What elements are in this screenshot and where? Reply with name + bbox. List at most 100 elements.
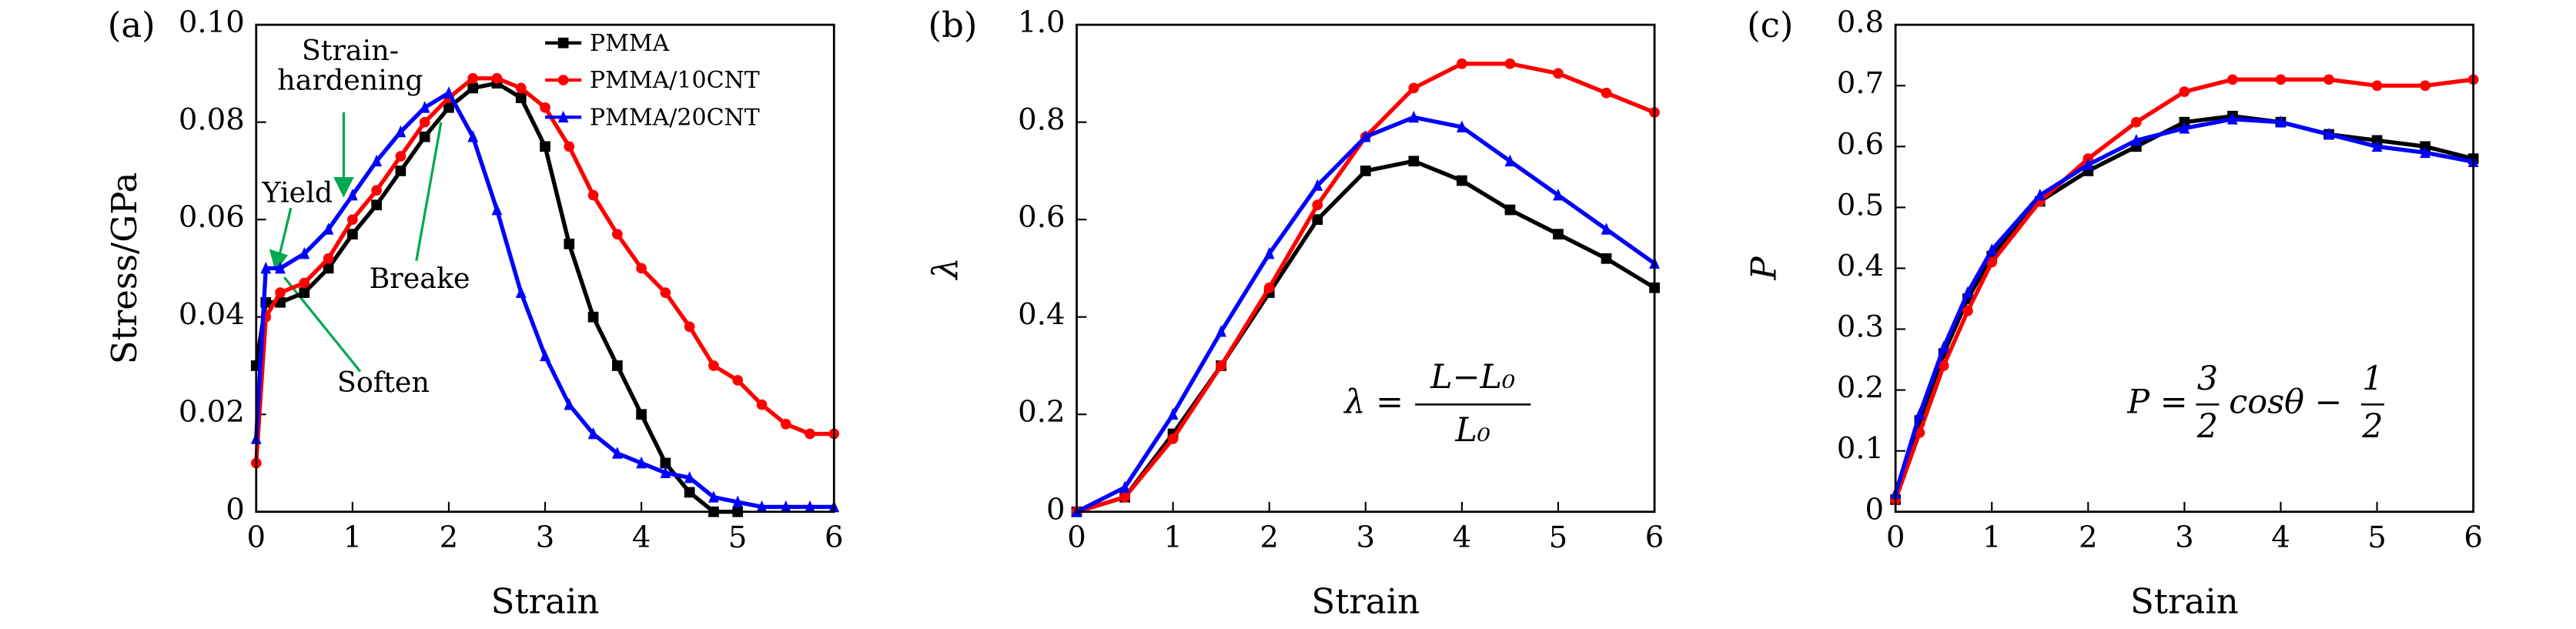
marker: [2083, 158, 2094, 170]
marker: [347, 188, 358, 201]
panel-label: (c): [1747, 5, 1793, 45]
marker: [1986, 256, 1998, 268]
marker: [347, 229, 358, 240]
arrow-head: [333, 176, 354, 198]
arrows: [269, 112, 443, 373]
pointer: [415, 122, 443, 262]
marker: [2371, 139, 2383, 152]
marker: [467, 82, 479, 94]
formula-text: L−L₀: [1430, 358, 1515, 396]
marker: [636, 263, 647, 274]
marker: [275, 287, 286, 298]
marker: [515, 286, 527, 298]
annotation: Soften: [337, 366, 430, 399]
marker: [260, 261, 272, 274]
marker: [540, 141, 550, 152]
marker: [1408, 156, 1420, 167]
marker: [1312, 214, 1323, 226]
y-tick-label: 0.2: [1837, 371, 1884, 406]
marker: [1553, 188, 1564, 201]
marker: [587, 311, 599, 323]
marker: [1216, 360, 1227, 371]
marker: [2323, 127, 2334, 140]
marker: [1553, 229, 1564, 240]
marker: [491, 202, 503, 216]
x-tick-label: 4: [632, 520, 651, 555]
marker: [1504, 154, 1516, 167]
marker: [756, 500, 768, 513]
x-tick-label: 0: [247, 520, 266, 555]
marker: [2034, 188, 2046, 201]
marker: [805, 500, 815, 513]
marker: [756, 399, 768, 410]
plot-frame: [255, 23, 835, 514]
marker: [805, 428, 815, 440]
formula-text: λ =: [1343, 383, 1403, 421]
marker: [1601, 222, 1612, 235]
marker: [443, 102, 454, 113]
marker: [732, 495, 744, 507]
legend-label: PMMA: [590, 30, 670, 57]
marker: [708, 360, 719, 371]
formula-text: P =: [2126, 383, 2187, 421]
marker: [684, 470, 695, 483]
y-tick-label: 0.04: [179, 298, 245, 333]
marker: [540, 349, 550, 362]
marker: [323, 263, 334, 274]
marker: [684, 487, 695, 498]
marker: [1119, 480, 1130, 493]
x-axis-label: Strain: [491, 580, 600, 621]
y-tick-label: 0.2: [1018, 395, 1065, 430]
marker: [419, 101, 430, 113]
y-tick-label: 1.0: [1018, 5, 1065, 40]
marker: [443, 86, 454, 99]
marker: [2371, 80, 2383, 92]
marker: [1601, 253, 1612, 264]
marker: [780, 500, 791, 513]
marker: [419, 131, 430, 142]
x-tick-label: 0: [1886, 520, 1905, 555]
marker: [1312, 199, 1323, 211]
marker: [2227, 74, 2238, 85]
series: [254, 89, 835, 510]
marker: [2275, 115, 2287, 128]
marker: [1216, 325, 1227, 337]
marker: [1962, 305, 1973, 316]
marker: [491, 72, 503, 84]
annotation: Breake: [369, 262, 470, 295]
x-tick-label: 5: [1549, 520, 1568, 555]
marker: [564, 398, 575, 410]
marker: [299, 277, 310, 289]
legend-marker: [557, 75, 569, 85]
marker: [708, 490, 719, 503]
marker: [587, 189, 599, 201]
marker: [1457, 175, 1467, 186]
x-tick-label: 6: [1645, 520, 1664, 555]
formula-text: 1: [2362, 360, 2383, 398]
marker: [1360, 130, 1371, 142]
plot-frame: [1894, 23, 2475, 514]
x-tick-label: 4: [2271, 520, 2290, 555]
marker: [395, 125, 406, 138]
panel-label: (b): [928, 5, 978, 45]
marker: [2420, 80, 2430, 92]
formula-text: 3: [2197, 360, 2218, 398]
x-tick-label: 3: [2175, 520, 2194, 555]
marker: [660, 457, 671, 469]
y-tick-label: 0.6: [1018, 200, 1065, 235]
series: [254, 81, 738, 514]
series-line: [1893, 114, 2474, 500]
x-tick-label: 5: [2367, 520, 2387, 555]
marker: [540, 102, 550, 113]
x-tick-label: 4: [1453, 520, 1472, 555]
marker: [1938, 360, 1949, 371]
marker: [371, 154, 382, 167]
marker: [1601, 87, 1612, 99]
formula-text: 2: [2196, 408, 2218, 447]
y-axis-label: Stress/GPa: [104, 172, 145, 365]
y-tick-label: 0.4: [1018, 298, 1065, 333]
marker: [2420, 146, 2430, 159]
x-tick-label: 1: [1982, 520, 2002, 555]
series-line: [254, 81, 738, 514]
marker: [467, 130, 479, 142]
